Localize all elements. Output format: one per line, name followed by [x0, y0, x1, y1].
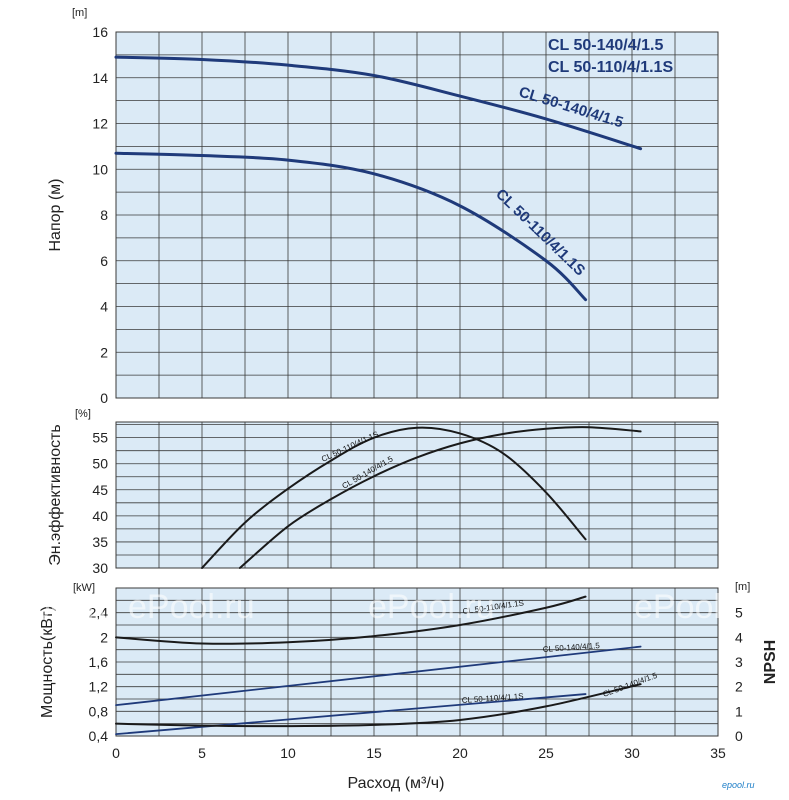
curve-cl-50-140-4-1-5 [115, 683, 642, 728]
y-tick-label: 2 [100, 344, 108, 360]
x-tick-label: 0 [112, 745, 120, 761]
y-tick-label: 0,4 [89, 728, 109, 744]
y-tick-label: 1,6 [89, 654, 109, 670]
y-axis-label: Напор (м) [47, 178, 64, 251]
y2-unit-label: [m] [735, 581, 750, 593]
y-unit-label: [%] [75, 408, 91, 420]
y-axis-label: Мощность(кВт) [39, 606, 56, 718]
y-axis-label: Эн.эффективность [47, 424, 64, 566]
y2-tick-label: 3 [735, 654, 743, 670]
y-tick-label: 40 [92, 508, 108, 524]
y2-tick-label: 4 [735, 629, 743, 645]
watermark: ePool.ru [634, 588, 761, 626]
y-tick-label: 16 [92, 24, 108, 40]
watermark: ePool.ru [128, 588, 255, 626]
curve-cl-50-110-4-1-1s [114, 151, 588, 302]
y-tick-label: 14 [92, 70, 108, 86]
x-tick-label: 20 [452, 745, 468, 761]
x-tick-label: 10 [280, 745, 296, 761]
x-tick-label: 5 [198, 745, 206, 761]
x-tick-label: 30 [624, 745, 640, 761]
y-tick-label: 2,4 [89, 605, 109, 621]
watermark: ePool.ru [0, 588, 117, 626]
y-unit-label: [m] [72, 7, 87, 19]
x-tick-label: 35 [710, 745, 726, 761]
y-tick-label: 2 [100, 629, 108, 645]
curve-cl-50-140-4-1-5 [114, 55, 643, 151]
legend-entry: CL 50-140/4/1.5 [548, 37, 663, 54]
y-tick-label: 35 [92, 534, 108, 550]
curve-label-power-2: CL 50-110/4/1.1S [462, 692, 524, 705]
y-tick-label: 45 [92, 482, 108, 498]
x-axis-label: Расход (м³/ч) [348, 775, 445, 792]
x-tick-label: 15 [366, 745, 382, 761]
x-tick-label: 25 [538, 745, 554, 761]
y-tick-label: 30 [92, 560, 108, 576]
y2-tick-label: 1 [735, 703, 743, 719]
curve-cl-50-110-4-1-1s [115, 693, 587, 736]
y-tick-label: 0 [100, 390, 108, 406]
legend-entry: CL 50-110/4/1.1S [548, 59, 673, 76]
curve-cl-50-140-4-1-5 [238, 426, 642, 569]
y-tick-label: 4 [100, 299, 108, 315]
curve-cl-50-110-4-1-1s [115, 595, 587, 645]
curve-label-power-1: CL 50-140/4/1.5 [543, 641, 601, 654]
y-tick-label: 50 [92, 456, 108, 472]
y2-tick-label: 5 [735, 605, 743, 621]
watermark: ePool.ru [368, 588, 495, 626]
y-tick-label: 0,8 [89, 703, 109, 719]
curve-cl-50-110-4-1-1s [201, 426, 587, 569]
y-tick-label: 12 [92, 116, 108, 132]
y-tick-label: 10 [92, 161, 108, 177]
y-tick-label: 1,2 [89, 679, 109, 695]
y2-axis-label: NPSH [762, 640, 779, 684]
y2-tick-label: 0 [735, 728, 743, 744]
y-tick-label: 8 [100, 207, 108, 223]
y2-tick-label: 2 [735, 679, 743, 695]
y-unit-label: [kW] [73, 582, 95, 594]
y-tick-label: 6 [100, 253, 108, 269]
y-tick-label: 55 [92, 430, 108, 446]
logo: epool.ru [722, 780, 755, 790]
curve-cl-50-140-4-1-5 [115, 645, 642, 707]
